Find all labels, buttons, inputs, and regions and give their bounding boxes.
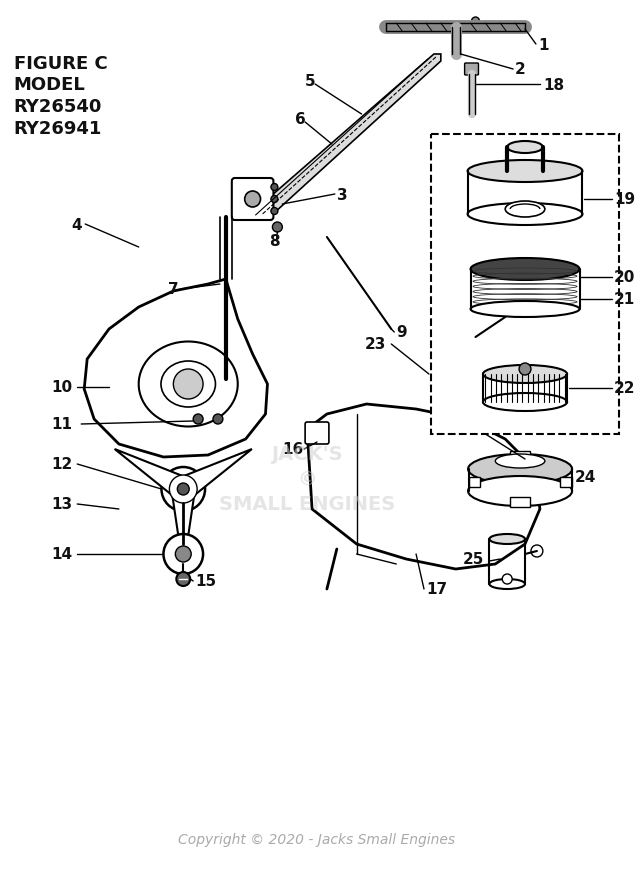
Text: 18: 18: [543, 77, 564, 92]
Circle shape: [273, 222, 282, 233]
Text: 25: 25: [463, 552, 484, 567]
Circle shape: [170, 475, 197, 503]
Ellipse shape: [490, 580, 525, 589]
Text: 22: 22: [614, 381, 636, 396]
Ellipse shape: [507, 142, 543, 154]
Ellipse shape: [505, 202, 545, 218]
Ellipse shape: [470, 259, 579, 281]
Ellipse shape: [468, 476, 572, 507]
Text: 20: 20: [614, 270, 636, 285]
Text: 10: 10: [51, 380, 72, 395]
Polygon shape: [177, 449, 252, 500]
Text: 9: 9: [396, 325, 407, 340]
Text: 15: 15: [195, 574, 216, 589]
Bar: [510, 452, 530, 463]
Bar: [510, 497, 530, 507]
Circle shape: [213, 415, 223, 425]
Circle shape: [519, 363, 531, 375]
Circle shape: [173, 369, 203, 400]
Ellipse shape: [483, 366, 567, 383]
Circle shape: [177, 573, 190, 587]
Ellipse shape: [139, 342, 237, 427]
Circle shape: [472, 18, 479, 26]
Text: 14: 14: [51, 547, 72, 562]
Text: 5: 5: [305, 75, 316, 90]
Polygon shape: [307, 405, 540, 569]
Circle shape: [193, 415, 203, 425]
Circle shape: [177, 483, 189, 495]
Text: 8: 8: [269, 235, 280, 249]
Circle shape: [161, 468, 205, 512]
Text: 3: 3: [337, 188, 348, 202]
Ellipse shape: [470, 302, 579, 318]
Circle shape: [271, 196, 278, 203]
Text: 19: 19: [614, 192, 636, 208]
Text: 17: 17: [426, 582, 447, 597]
Ellipse shape: [468, 161, 582, 182]
Circle shape: [271, 184, 278, 191]
Ellipse shape: [495, 454, 545, 468]
Circle shape: [175, 547, 191, 562]
Ellipse shape: [468, 203, 582, 226]
Ellipse shape: [161, 362, 216, 408]
Text: 11: 11: [51, 417, 72, 432]
Bar: [468, 477, 481, 488]
Text: 21: 21: [614, 292, 636, 307]
FancyBboxPatch shape: [465, 64, 479, 76]
Text: 2: 2: [515, 63, 526, 77]
Polygon shape: [172, 489, 195, 569]
Text: 7: 7: [168, 282, 179, 297]
Polygon shape: [84, 280, 268, 457]
Text: JACK'S
©
SMALL ENGINES: JACK'S © SMALL ENGINES: [219, 445, 396, 514]
Text: FIGURE C
MODEL
RY26540
RY26941: FIGURE C MODEL RY26540 RY26941: [14, 55, 108, 137]
Text: 12: 12: [51, 457, 73, 472]
Text: 4: 4: [71, 217, 82, 232]
Circle shape: [244, 192, 260, 208]
Text: Copyright © 2020 - Jacks Small Engines: Copyright © 2020 - Jacks Small Engines: [179, 832, 456, 846]
Polygon shape: [115, 449, 189, 500]
Circle shape: [502, 574, 512, 584]
Circle shape: [172, 477, 195, 501]
Bar: [431, 135, 619, 434]
Circle shape: [179, 484, 188, 494]
FancyBboxPatch shape: [232, 179, 273, 221]
Polygon shape: [253, 55, 441, 220]
Ellipse shape: [468, 454, 572, 484]
FancyBboxPatch shape: [305, 422, 329, 444]
Text: 23: 23: [365, 337, 386, 352]
Ellipse shape: [507, 166, 543, 178]
Circle shape: [531, 546, 543, 557]
Text: 16: 16: [282, 442, 303, 457]
Ellipse shape: [490, 534, 525, 544]
Ellipse shape: [483, 394, 567, 412]
Circle shape: [271, 209, 278, 216]
Text: 24: 24: [575, 470, 596, 485]
Text: 13: 13: [51, 497, 72, 512]
Bar: [560, 477, 572, 488]
Text: 1: 1: [538, 37, 548, 52]
Text: 6: 6: [295, 112, 306, 128]
Circle shape: [163, 534, 203, 574]
